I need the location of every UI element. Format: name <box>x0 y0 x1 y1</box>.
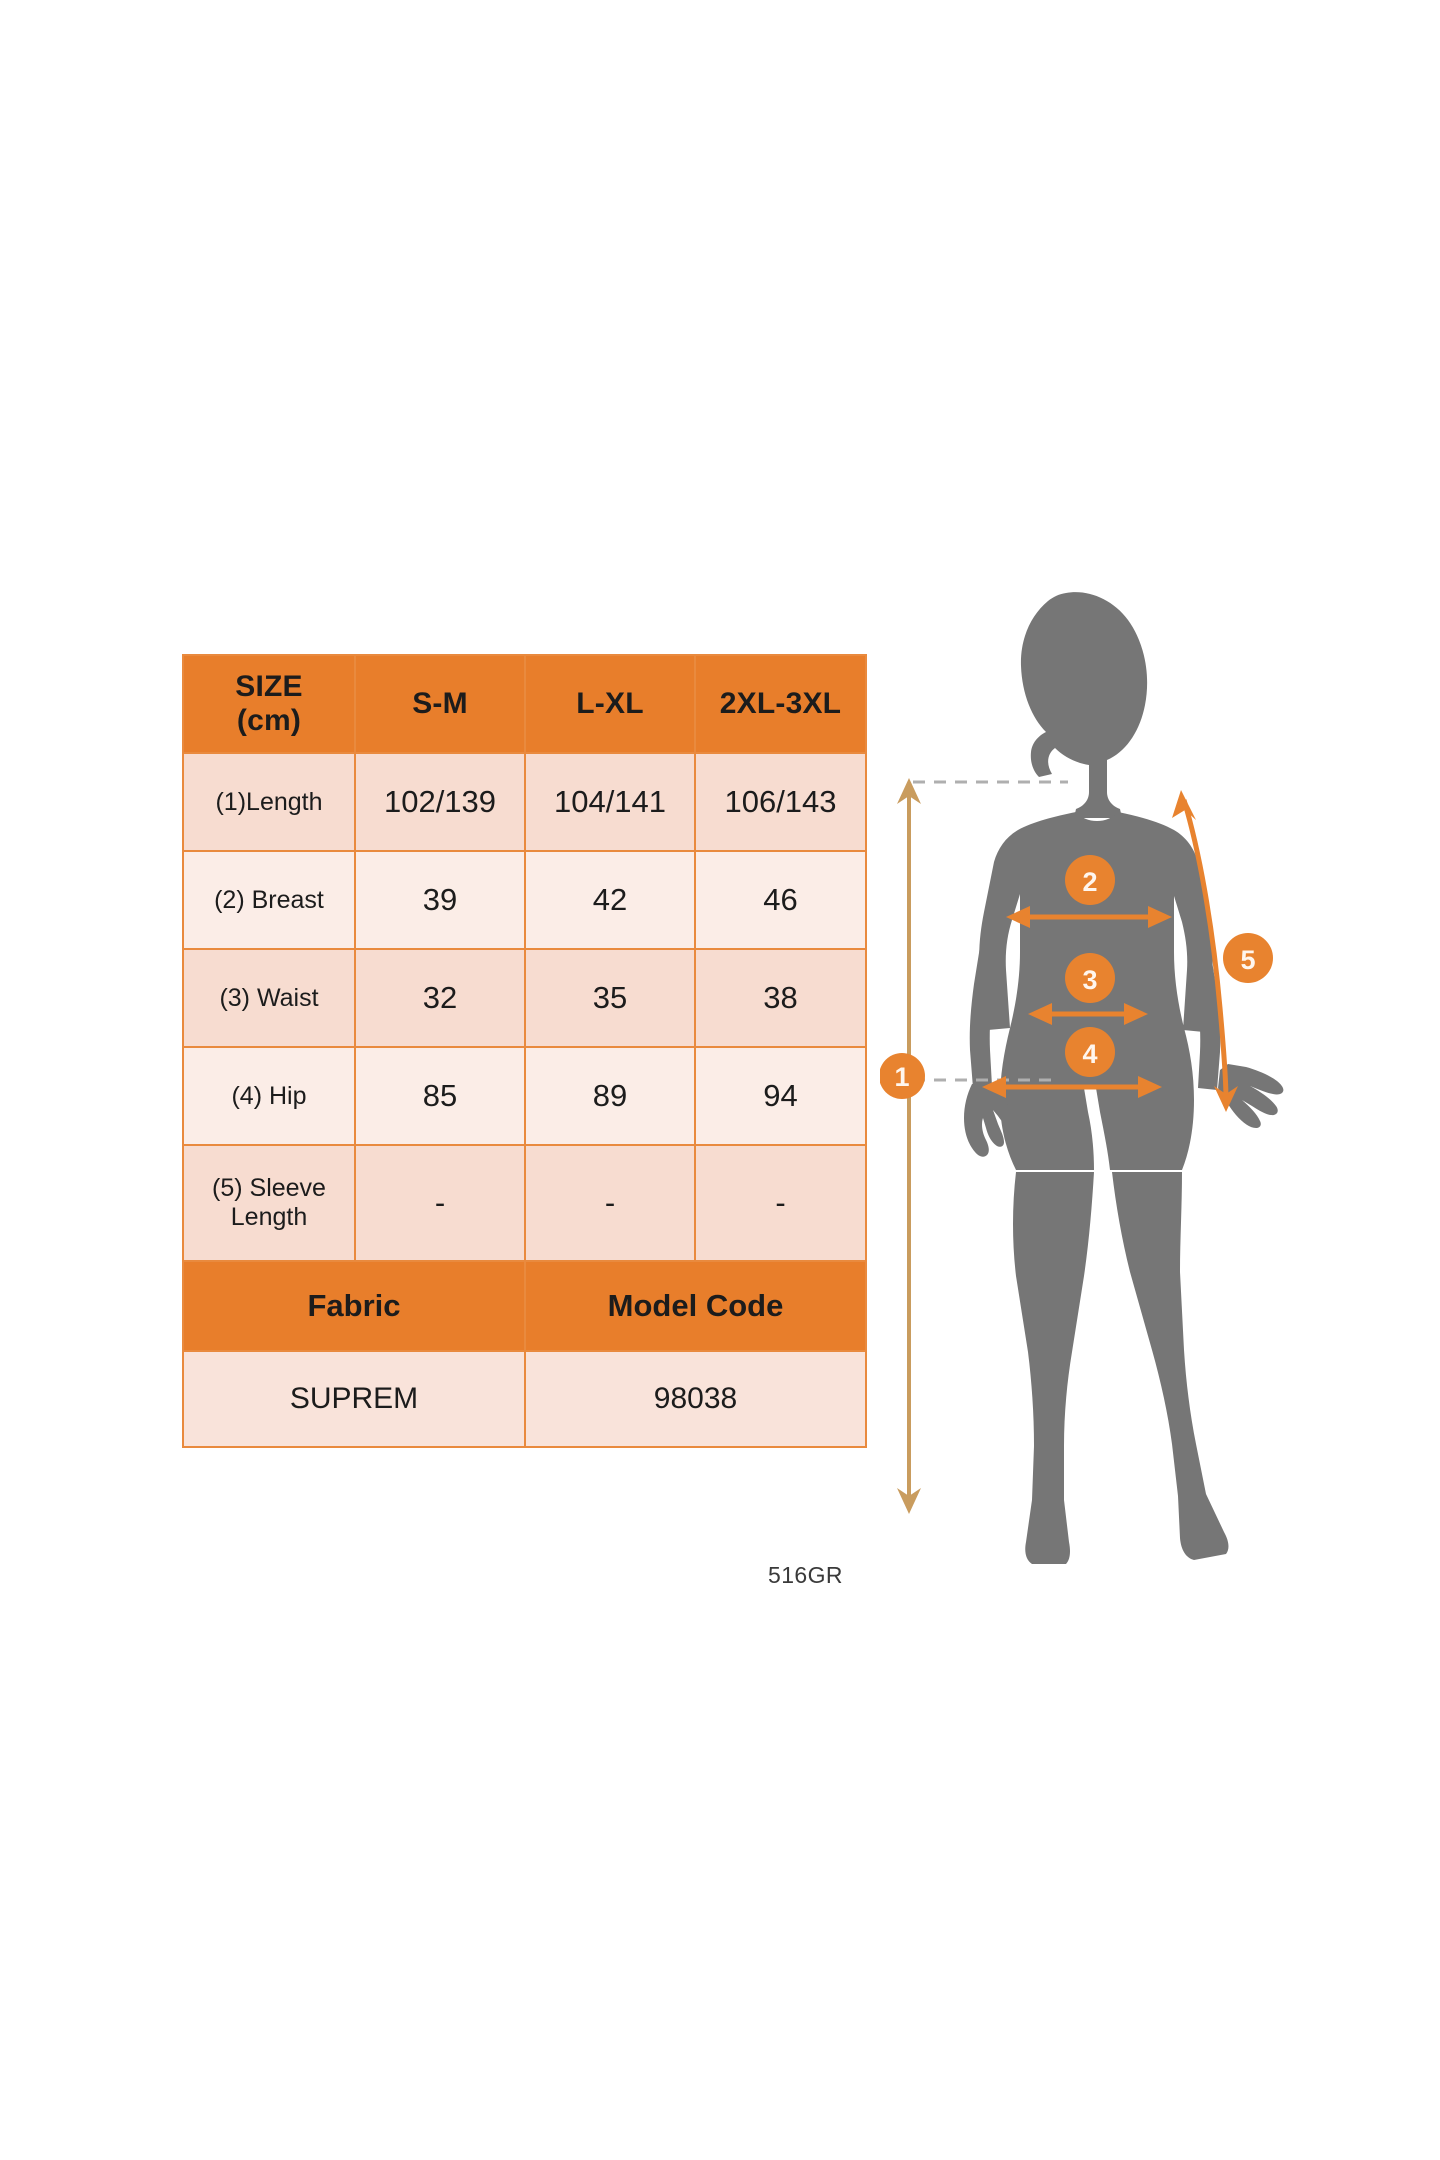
cell-breast-sm: 39 <box>354 850 526 950</box>
hip-arrow-head-left <box>982 1076 1006 1098</box>
marker-badge-2: 2 <box>1065 855 1115 905</box>
header-size-label: SIZE <box>235 670 303 704</box>
marker-badge-5: 5 <box>1223 933 1273 983</box>
marker-3-label: 3 <box>1082 965 1097 995</box>
sleeve-arrow-shaft <box>1181 799 1229 1101</box>
length-arrow-head-top <box>897 778 921 804</box>
cell-breast-lxl: 42 <box>524 850 696 950</box>
length-arrow-head-bottom <box>897 1488 921 1514</box>
female-silhouette-icon <box>964 592 1284 1564</box>
header-col-sm: S-M <box>354 654 526 754</box>
header-model-code: Model Code <box>524 1260 867 1352</box>
size-chart-table: SIZE (cm) S-M L-XL 2XL-3XL (1)Length 102… <box>182 654 867 1448</box>
marker-1-label: 1 <box>894 1062 909 1092</box>
header-col-2xl3xl: 2XL-3XL <box>694 654 867 754</box>
row-label-hip: (4) Hip <box>182 1046 356 1146</box>
cell-length-sm: 102/139 <box>354 752 526 852</box>
cell-waist-sm: 32 <box>354 948 526 1048</box>
sleeve-measure-arrow <box>1172 790 1238 1112</box>
breast-arrow-head-right <box>1148 906 1172 928</box>
waist-measure-arrow <box>1028 1003 1148 1025</box>
table-footer-header-row: Fabric Model Code <box>182 1260 867 1352</box>
cell-hip-lxl: 89 <box>524 1046 696 1146</box>
waist-arrow-head-left <box>1028 1003 1052 1025</box>
measurement-diagram: 1 2 3 4 5 <box>880 560 1360 1570</box>
cell-length-lxl: 104/141 <box>524 752 696 852</box>
header-col-lxl: L-XL <box>524 654 696 754</box>
cell-model-code-value: 98038 <box>524 1350 867 1448</box>
marker-4-label: 4 <box>1082 1039 1097 1069</box>
hip-arrow-head-right <box>1138 1076 1162 1098</box>
cell-hip-2xl3xl: 94 <box>694 1046 867 1146</box>
cell-fabric-value: SUPREM <box>182 1350 526 1448</box>
hip-measure-arrow <box>982 1076 1162 1098</box>
header-fabric: Fabric <box>182 1260 526 1352</box>
table-row-hip: (4) Hip 85 89 94 <box>182 1046 867 1146</box>
row-label-waist: (3) Waist <box>182 948 356 1048</box>
table-row-length: (1)Length 102/139 104/141 106/143 <box>182 752 867 852</box>
model-reference-caption: 516GR <box>768 1562 843 1588</box>
cell-waist-2xl3xl: 38 <box>694 948 867 1048</box>
marker-2-circle <box>1065 855 1115 905</box>
cell-sleeve-lxl: - <box>524 1144 696 1262</box>
marker-1-circle <box>880 1053 925 1099</box>
cell-sleeve-sm: - <box>354 1144 526 1262</box>
marker-4-circle <box>1065 1027 1115 1077</box>
cell-breast-2xl3xl: 46 <box>694 850 867 950</box>
breast-arrow-head-left <box>1006 906 1030 928</box>
row-label-breast: (2) Breast <box>182 850 356 950</box>
cell-length-2xl3xl: 106/143 <box>694 752 867 852</box>
table-row-breast: (2) Breast 39 42 46 <box>182 850 867 950</box>
marker-badge-1: 1 <box>880 1053 925 1099</box>
sleeve-arrow-head-top <box>1172 790 1196 820</box>
table-row-sleeve-length: (5) Sleeve Length - - - <box>182 1144 867 1262</box>
length-measure-arrow <box>897 778 921 1514</box>
row-label-length: (1)Length <box>182 752 356 852</box>
breast-measure-arrow <box>1006 906 1172 928</box>
cell-sleeve-2xl3xl: - <box>694 1144 867 1262</box>
cell-waist-lxl: 35 <box>524 948 696 1048</box>
marker-2-label: 2 <box>1082 867 1097 897</box>
cell-hip-sm: 85 <box>354 1046 526 1146</box>
header-size-cell: SIZE (cm) <box>182 654 356 754</box>
marker-5-circle <box>1223 933 1273 983</box>
marker-5-label: 5 <box>1240 945 1255 975</box>
header-size-unit: (cm) <box>236 704 302 737</box>
marker-badge-3: 3 <box>1065 953 1115 1003</box>
table-row-waist: (3) Waist 32 35 38 <box>182 948 867 1048</box>
marker-3-circle <box>1065 953 1115 1003</box>
waist-arrow-head-right <box>1124 1003 1148 1025</box>
row-label-sleeve-length: (5) Sleeve Length <box>182 1144 356 1262</box>
table-header-row: SIZE (cm) S-M L-XL 2XL-3XL <box>182 654 867 754</box>
sleeve-arrow-head-bottom <box>1214 1086 1238 1112</box>
marker-badge-4: 4 <box>1065 1027 1115 1077</box>
table-footer-value-row: SUPREM 98038 <box>182 1350 867 1448</box>
